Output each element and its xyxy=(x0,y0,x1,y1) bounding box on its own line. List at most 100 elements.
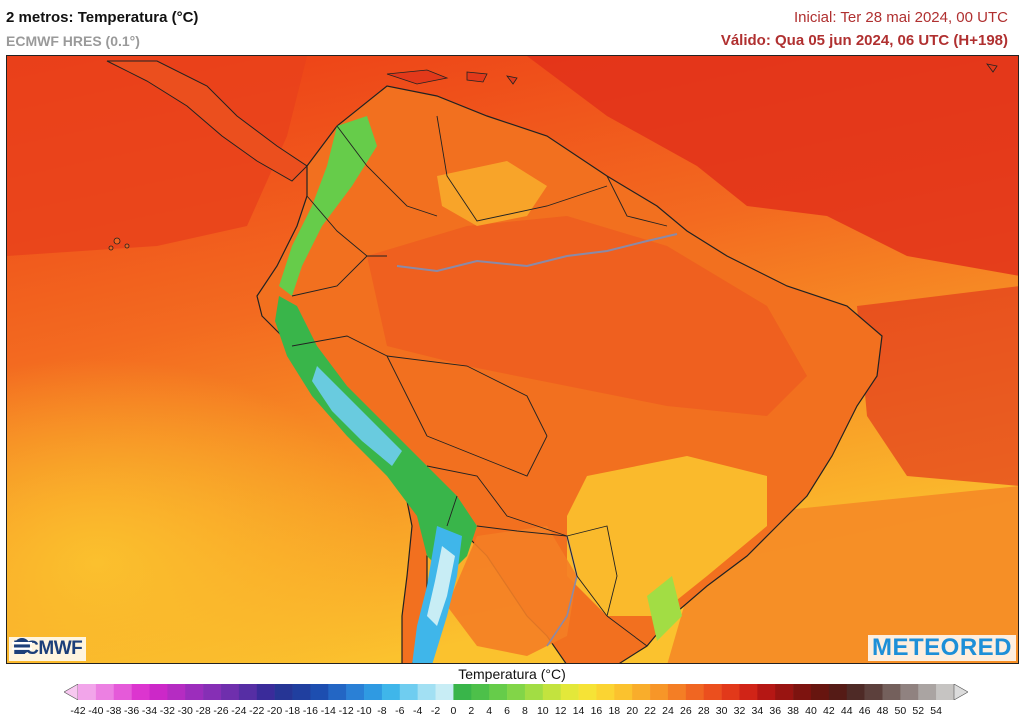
legend-swatch xyxy=(739,684,758,700)
central-america xyxy=(106,60,308,182)
legend-swatch xyxy=(381,684,401,700)
legend-tick-label: 30 xyxy=(715,705,728,717)
legend-swatch xyxy=(435,684,454,700)
legend-tick-label: 44 xyxy=(840,705,853,717)
meteored-logo: METEORED xyxy=(867,634,1016,661)
legend-swatch xyxy=(828,684,848,700)
legend-tick-label: -6 xyxy=(395,705,405,717)
legend-swatch xyxy=(685,684,705,700)
legend-swatch xyxy=(542,684,561,700)
legend-swatch xyxy=(78,684,97,700)
legend-swatch xyxy=(364,684,383,700)
legend-swatch xyxy=(810,684,830,700)
legend-swatch xyxy=(667,684,687,700)
legend-tick-label: 8 xyxy=(522,705,528,717)
legend-tick-label: 18 xyxy=(608,705,621,717)
legend-swatch xyxy=(846,684,865,700)
legend-swatch xyxy=(900,684,919,700)
country-borders xyxy=(291,115,668,647)
andes-altiplano-ice xyxy=(312,366,402,466)
meteored-logo-text: METEORED xyxy=(871,634,1012,661)
pampas xyxy=(447,526,577,656)
andes-north xyxy=(279,116,377,296)
legend-swatch xyxy=(793,684,812,700)
legend-swatch xyxy=(757,684,776,700)
legend-tick-label: -20 xyxy=(267,705,283,717)
legend-tick-label: -28 xyxy=(195,705,211,717)
legend-tick-label: -40 xyxy=(88,705,104,717)
legend-swatch xyxy=(864,684,883,700)
legend-swatch xyxy=(292,684,311,700)
map-canvas xyxy=(7,56,1018,663)
legend-tick-label: 40 xyxy=(805,705,817,717)
legend-tick-label: 28 xyxy=(697,705,710,717)
legend-tick-label: -38 xyxy=(106,705,122,717)
legend-swatch xyxy=(149,684,168,700)
legend-tick-label: 14 xyxy=(572,705,585,717)
initial-time: Inicial: Ter 28 mai 2024, 00 UTC xyxy=(794,9,1008,26)
legend-swatch xyxy=(203,684,222,700)
legend-swatch xyxy=(471,684,490,700)
legend-tick-label: -4 xyxy=(413,705,423,717)
south-brazil-green xyxy=(647,576,682,641)
legend-tick-label: -12 xyxy=(338,705,354,717)
andes-south-snow xyxy=(427,546,455,626)
legend-tick-label: 46 xyxy=(858,705,871,717)
legend-tick-label: 48 xyxy=(876,705,889,717)
legend-tick-label: 36 xyxy=(769,705,782,717)
atlantic-hot-east xyxy=(857,286,1018,486)
legend-swatch xyxy=(775,684,794,700)
amazon-river xyxy=(396,233,678,273)
legend-tick-label: 52 xyxy=(912,705,925,717)
legend-swatch xyxy=(328,684,347,700)
legend-tick-label: 12 xyxy=(554,705,567,717)
valid-time: Válido: Qua 05 jun 2024, 06 UTC (H+198) xyxy=(720,32,1008,49)
legend-tick-label: -26 xyxy=(213,705,229,717)
model-label: ECMWF HRES (0.1°) xyxy=(6,33,140,49)
legend-tick-label: 24 xyxy=(662,705,674,717)
legend-swatch xyxy=(221,684,240,700)
legend-tick-label: 22 xyxy=(644,705,656,717)
legend-swatch xyxy=(936,684,955,700)
legend-swatch xyxy=(918,684,937,700)
legend-tick-label: -36 xyxy=(124,705,140,717)
legend-swatch xyxy=(524,684,544,700)
legend-swatch xyxy=(453,684,472,700)
guiana-highlands xyxy=(437,161,547,226)
legend-tick-label: -8 xyxy=(377,705,387,717)
legend-tick-label: -16 xyxy=(302,705,318,717)
legend-tick-label: 32 xyxy=(733,705,746,717)
legend-swatch xyxy=(721,684,740,700)
temperature-legend-bar xyxy=(64,684,968,700)
legend-tick-label: 16 xyxy=(590,705,603,717)
legend-tick-label: 54 xyxy=(930,705,942,717)
legend-swatch xyxy=(650,684,669,700)
temperature-map[interactable]: ECMWF METEORED xyxy=(6,55,1019,664)
legend-swatch xyxy=(238,684,258,700)
legend-swatch xyxy=(417,684,436,700)
caribbean-islands xyxy=(386,63,998,85)
legend-tick-label: 42 xyxy=(823,705,835,717)
galapagos-islands xyxy=(108,237,130,251)
legend-tick-label: -30 xyxy=(177,705,193,717)
legend-swatch xyxy=(507,684,526,700)
legend-tick-label: -42 xyxy=(70,705,86,717)
legend-tick-labels: -42 -40 -38 -36 -34 -32 -30 -28 -26 -24 -22 -20 -18-… xyxy=(0,705,1024,719)
legend-tick-label: 26 xyxy=(679,705,692,717)
legend-swatch xyxy=(131,684,150,700)
legend-tick-label: 4 xyxy=(486,705,493,717)
legend-swatch xyxy=(95,684,115,700)
legend-swatch xyxy=(632,684,651,700)
legend-tick-label: -18 xyxy=(284,705,301,717)
legend-swatch xyxy=(346,684,365,700)
legend-swatch xyxy=(882,684,901,700)
legend-swatch xyxy=(596,684,615,700)
legend-tick-label: 20 xyxy=(626,705,639,717)
legend-swatch xyxy=(167,684,186,700)
legend-tick-label: 34 xyxy=(751,705,764,717)
pacific-north-hot xyxy=(7,56,307,256)
legend-tick-label: 0 xyxy=(450,705,457,717)
legend-swatch xyxy=(578,684,597,700)
legend-tick-label: -10 xyxy=(356,705,372,717)
legend-arrow-low xyxy=(64,684,79,700)
